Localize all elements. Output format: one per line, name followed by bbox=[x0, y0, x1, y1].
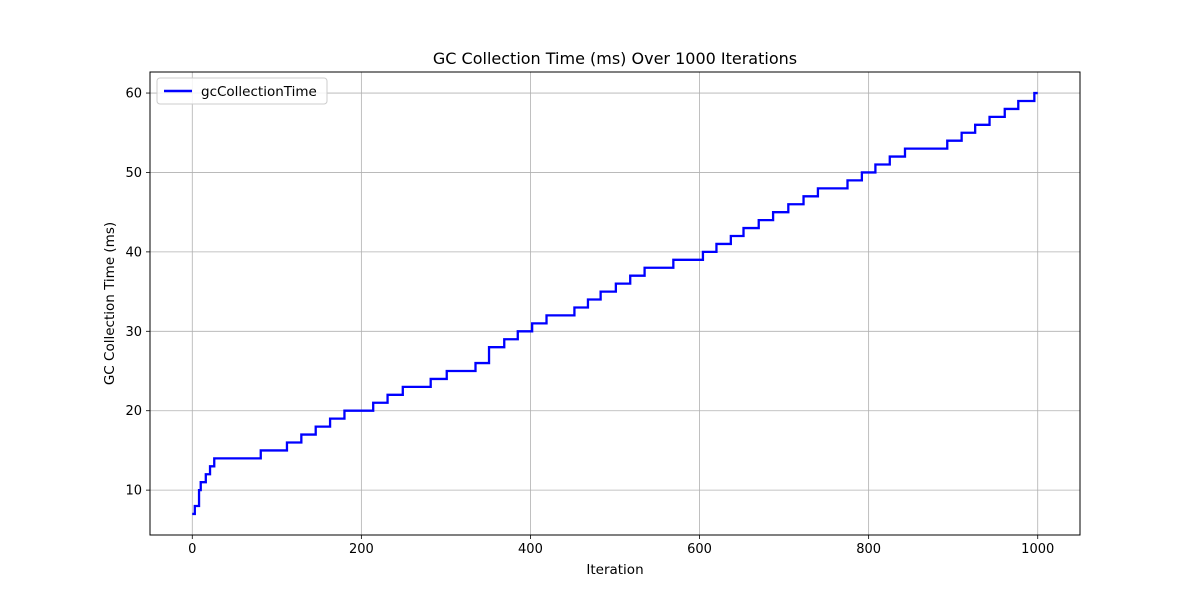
x-tick-label: 400 bbox=[518, 542, 543, 557]
x-axis-ticks: 0 200 400 600 800 1000 bbox=[188, 535, 1054, 557]
series-layer bbox=[192, 91, 1038, 516]
y-axis-ticks: 10 20 30 40 50 60 bbox=[125, 87, 150, 499]
y-tick-label: 20 bbox=[125, 404, 142, 419]
legend-box bbox=[156, 77, 328, 105]
x-tick-label: 200 bbox=[349, 542, 374, 557]
y-tick-label: 60 bbox=[125, 87, 142, 102]
y-tick-label: 40 bbox=[125, 245, 142, 260]
x-tick-label: 0 bbox=[188, 542, 196, 557]
x-tick-label: 1000 bbox=[1021, 542, 1054, 557]
chart-title: GC Collection Time (ms) Over 1000 Iterat… bbox=[433, 49, 797, 68]
y-tick-label: 10 bbox=[125, 484, 142, 499]
legend-label-gc-collection-time: gcCollectionTime bbox=[201, 84, 317, 100]
plot-area-frame bbox=[149, 71, 1081, 536]
grid-lines bbox=[150, 72, 1080, 535]
y-tick-label: 50 bbox=[125, 166, 142, 181]
y-axis-label: GC Collection Time (ms) bbox=[102, 222, 118, 385]
series-line-gc-collection-time bbox=[192, 91, 1038, 516]
x-tick-label: 800 bbox=[856, 542, 881, 557]
legend: gcCollectionTime bbox=[156, 77, 328, 105]
x-axis-label: Iteration bbox=[586, 562, 643, 578]
y-tick-label: 30 bbox=[125, 325, 142, 340]
x-tick-label: 600 bbox=[687, 542, 712, 557]
